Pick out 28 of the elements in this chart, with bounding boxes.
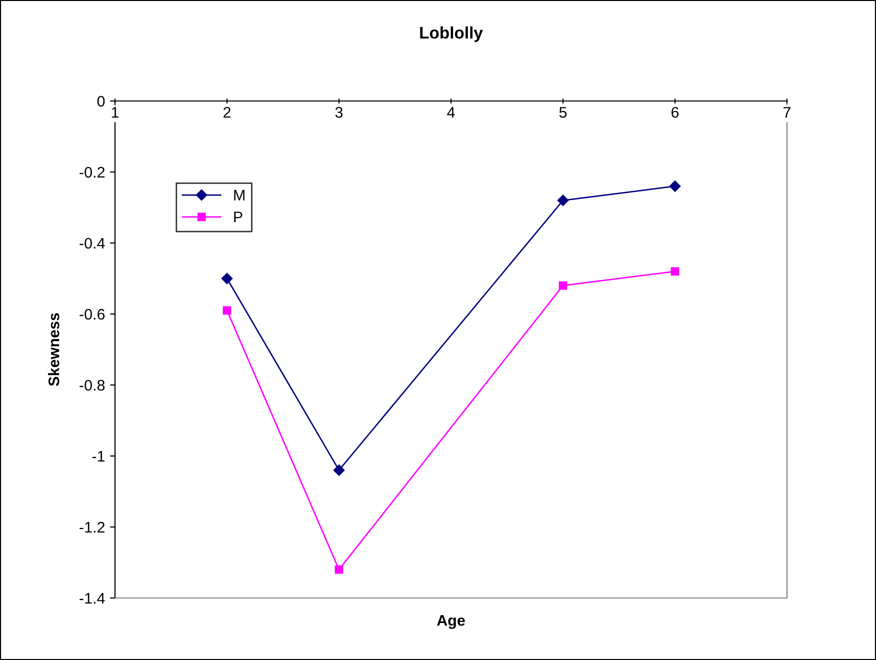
y-tick-label: -0.8 [80,380,105,391]
y-tick-label: -1.2 [80,522,105,533]
y-tick-label: -0.2 [80,166,105,178]
x-tick-label: 2 [224,106,230,118]
point [334,565,344,574]
y-tick-label: -0.4 [80,238,105,249]
x-tick-label: 5 [559,107,567,118]
point [669,180,681,192]
y-tick-label: -0.6 [80,308,105,320]
legend-label: M [234,190,244,200]
x-tick-label: 3 [335,106,343,118]
chart-title: Loblolly [420,26,483,42]
point [222,306,232,315]
x-tick-label: 4 [447,107,455,118]
x-tick-label: 7 [784,107,790,118]
x-axis-title: Age [436,615,465,629]
point [557,194,569,206]
x-tick-label: 1 [112,107,119,118]
y-tick-label: -1.4 [80,593,105,604]
x-tick-label: 6 [672,106,679,118]
legend-label: P [234,212,242,222]
point [221,272,233,284]
y-tick-label: -1 [92,451,105,462]
y-axis-title: Skewness [48,313,60,386]
y-tick-label: 0 [97,96,105,107]
point [670,267,680,276]
point [333,464,345,476]
point [558,281,568,290]
